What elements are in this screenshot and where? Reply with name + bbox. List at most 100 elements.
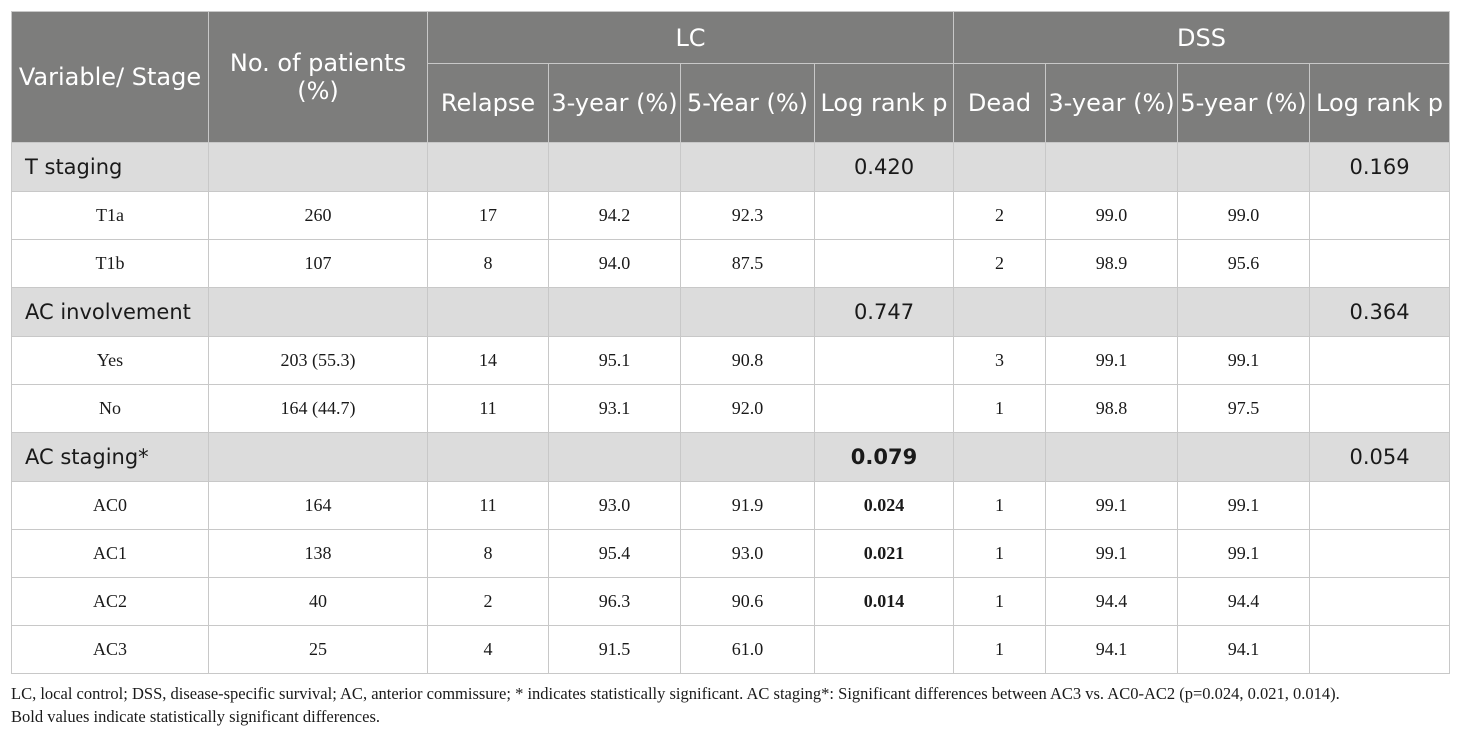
lc-logrank-cell: 0.021 xyxy=(813,529,955,578)
header-dss-5yr: 5-year (%) xyxy=(1177,63,1311,143)
empty-cell xyxy=(1045,432,1179,482)
relapse-cell: 17 xyxy=(427,191,549,240)
relapse-cell: 2 xyxy=(427,577,549,626)
dss-3yr-cell: 98.9 xyxy=(1045,239,1179,288)
results-table: Variable/ Stage No. of patients (%) LC D… xyxy=(11,11,1451,674)
patients-cell: 164 (44.7) xyxy=(208,384,428,433)
lc-5yr-cell: 92.0 xyxy=(680,384,815,433)
dss-5yr-cell: 94.4 xyxy=(1177,577,1311,626)
dss-logrank-cell xyxy=(1309,625,1451,674)
table-row: No 164 (44.7) 11 93.1 92.0 1 98.8 97.5 xyxy=(11,384,1451,433)
dead-cell: 2 xyxy=(953,191,1047,240)
lc-3yr-cell: 91.5 xyxy=(548,625,681,674)
dead-cell: 1 xyxy=(953,384,1047,433)
dss-3yr-cell: 98.8 xyxy=(1045,384,1179,433)
group-row: AC involvement 0.747 0.364 xyxy=(11,287,1451,337)
group-lc-logrank-p: 0.747 xyxy=(813,287,955,337)
dss-logrank-cell xyxy=(1309,191,1451,240)
lc-3yr-cell: 95.4 xyxy=(548,529,681,578)
lc-logrank-cell xyxy=(813,384,955,433)
table-row: T1a 260 17 94.2 92.3 2 99.0 99.0 xyxy=(11,191,1451,240)
group-dss-logrank-p: 0.054 xyxy=(1309,432,1451,482)
footnote-line-2: Bold values indicate statistically signi… xyxy=(11,707,381,726)
dss-5yr-cell: 99.0 xyxy=(1177,191,1311,240)
lc-3yr-cell: 94.0 xyxy=(548,239,681,288)
dead-cell: 3 xyxy=(953,336,1047,385)
dss-logrank-cell xyxy=(1309,336,1451,385)
header-dss: DSS xyxy=(953,11,1451,64)
header-lc-3yr: 3-year (%) xyxy=(548,63,681,143)
header-variable: Variable/ Stage xyxy=(11,11,209,143)
table-row: Yes 203 (55.3) 14 95.1 90.8 3 99.1 99.1 xyxy=(11,336,1451,385)
table-body: T staging 0.420 0.169 T1a 260 17 94.2 92.3 2 99.0… xyxy=(11,142,1451,674)
group-row: T staging 0.420 0.169 xyxy=(11,142,1451,192)
stage-cell: T1a xyxy=(11,191,209,240)
lc-5yr-cell: 87.5 xyxy=(680,239,815,288)
group-label: AC involvement xyxy=(11,287,209,337)
empty-cell xyxy=(208,287,428,337)
empty-cell xyxy=(548,432,681,482)
header-dead: Dead xyxy=(953,63,1047,143)
group-label: T staging xyxy=(11,142,209,192)
dss-5yr-cell: 99.1 xyxy=(1177,336,1311,385)
table-row: AC2 40 2 96.3 90.6 0.014 1 94.4 94.4 xyxy=(11,577,1451,626)
table-row: AC0 164 11 93.0 91.9 0.024 1 99.1 99.1 xyxy=(11,481,1451,530)
lc-5yr-cell: 90.6 xyxy=(680,577,815,626)
lc-logrank-cell: 0.014 xyxy=(813,577,955,626)
empty-cell xyxy=(1045,142,1179,192)
lc-logrank-cell xyxy=(813,625,955,674)
dss-5yr-cell: 95.6 xyxy=(1177,239,1311,288)
lc-3yr-cell: 96.3 xyxy=(548,577,681,626)
empty-cell xyxy=(680,432,815,482)
dss-3yr-cell: 99.0 xyxy=(1045,191,1179,240)
dss-3yr-cell: 99.1 xyxy=(1045,481,1179,530)
patients-cell: 164 xyxy=(208,481,428,530)
group-row: AC staging* 0.079 0.054 xyxy=(11,432,1451,482)
lc-logrank-cell: 0.024 xyxy=(813,481,955,530)
patients-cell: 40 xyxy=(208,577,428,626)
header-lc: LC xyxy=(426,11,955,64)
dss-3yr-cell: 94.4 xyxy=(1045,577,1179,626)
patients-cell: 260 xyxy=(208,191,428,240)
patients-cell: 107 xyxy=(208,239,428,288)
stage-cell: T1b xyxy=(11,239,209,288)
dss-5yr-cell: 99.1 xyxy=(1177,529,1311,578)
dead-cell: 1 xyxy=(953,577,1047,626)
dss-5yr-cell: 99.1 xyxy=(1177,481,1311,530)
empty-cell xyxy=(548,287,681,337)
group-dss-logrank-p: 0.364 xyxy=(1309,287,1451,337)
header-lc-5yr: 5-Year (%) xyxy=(680,63,815,143)
empty-cell xyxy=(1177,287,1311,337)
empty-cell xyxy=(208,142,428,192)
group-dss-logrank-p: 0.169 xyxy=(1309,142,1451,192)
empty-cell xyxy=(1045,287,1179,337)
dead-cell: 1 xyxy=(953,481,1047,530)
table-row: T1b 107 8 94.0 87.5 2 98.9 95.6 xyxy=(11,239,1451,288)
stage-cell: AC2 xyxy=(11,577,209,626)
stage-cell: AC3 xyxy=(11,625,209,674)
relapse-cell: 8 xyxy=(427,529,549,578)
relapse-cell: 8 xyxy=(427,239,549,288)
dss-logrank-cell xyxy=(1309,481,1451,530)
dead-cell: 1 xyxy=(953,625,1047,674)
stage-cell: No xyxy=(11,384,209,433)
lc-3yr-cell: 93.1 xyxy=(548,384,681,433)
group-lc-logrank-p: 0.420 xyxy=(813,142,955,192)
lc-3yr-cell: 93.0 xyxy=(548,481,681,530)
relapse-cell: 11 xyxy=(427,481,549,530)
header-relapse: Relapse xyxy=(427,63,549,143)
group-label: AC staging* xyxy=(11,432,209,482)
table-row: AC3 25 4 91.5 61.0 1 94.1 94.1 xyxy=(11,625,1451,674)
footnote-line-1: LC, local control; DSS, disease-specific… xyxy=(11,684,1340,703)
dss-3yr-cell: 99.1 xyxy=(1045,336,1179,385)
dss-logrank-cell xyxy=(1309,529,1451,578)
lc-5yr-cell: 61.0 xyxy=(680,625,815,674)
stage-cell: AC1 xyxy=(11,529,209,578)
dss-5yr-cell: 94.1 xyxy=(1177,625,1311,674)
header-dss-logrank: Log rank p xyxy=(1309,63,1451,143)
patients-cell: 203 (55.3) xyxy=(208,336,428,385)
dss-5yr-cell: 97.5 xyxy=(1177,384,1311,433)
empty-cell xyxy=(548,142,681,192)
empty-cell xyxy=(680,287,815,337)
dead-cell: 2 xyxy=(953,239,1047,288)
